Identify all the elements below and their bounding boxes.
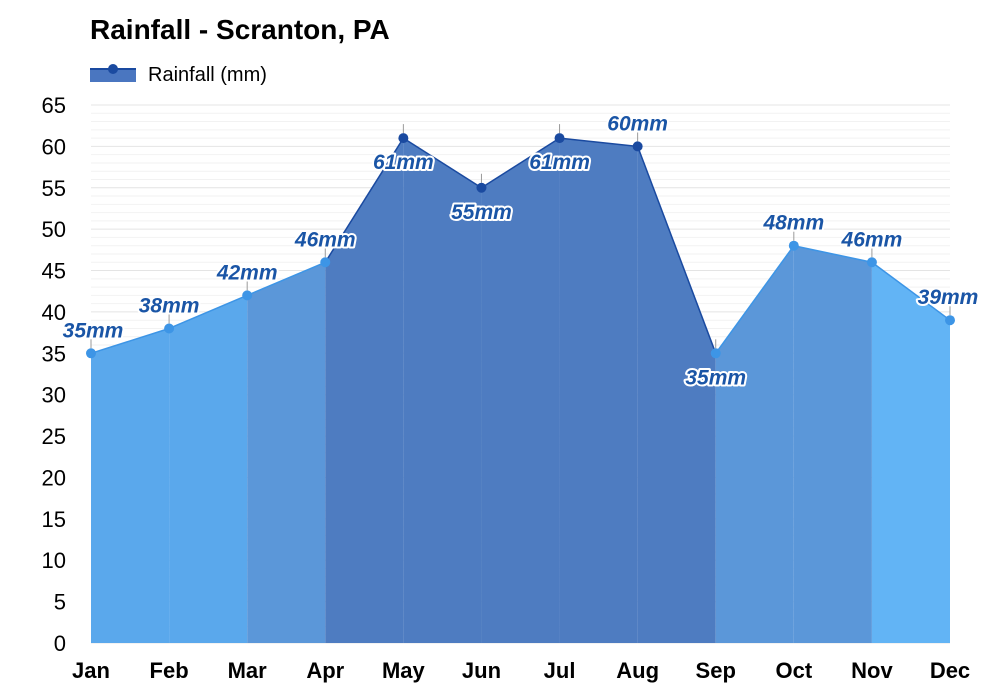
data-label: 46mm (294, 228, 356, 251)
line-segment (402, 137, 482, 189)
y-tick-label: 30 (42, 383, 66, 408)
y-tick-label: 20 (42, 465, 66, 490)
area-segment (169, 295, 248, 643)
data-label: 55mm (451, 201, 512, 224)
area-segment (559, 138, 638, 643)
line-segment (559, 137, 638, 148)
data-label: 61mm (529, 151, 590, 174)
data-label: 38mm (139, 294, 200, 317)
data-label: 39mm (918, 286, 979, 309)
y-tick-label: 35 (42, 341, 66, 366)
data-point (242, 290, 253, 301)
x-tick-label: Mar (228, 658, 268, 683)
area-segment (637, 146, 716, 643)
data-point (788, 240, 799, 251)
x-tick-label: Apr (306, 658, 344, 683)
x-tick-label: Oct (775, 658, 812, 683)
line-segment (871, 261, 951, 321)
data-point (945, 315, 955, 326)
y-tick-label: 50 (42, 217, 66, 242)
y-tick-label: 55 (42, 176, 66, 201)
data-label: 48mm (762, 212, 824, 235)
x-axis-ticks: Jan Feb Mar Apr May Jun Jul Aug Sep Oct Nov Dec (72, 658, 970, 683)
line-segment (324, 137, 404, 263)
y-tick-label: 15 (42, 507, 66, 532)
area-segment (247, 262, 326, 643)
data-label: 61mm (373, 151, 434, 174)
y-tick-label: 60 (42, 134, 66, 159)
legend-label: Rainfall (mm) (148, 63, 267, 86)
x-tick-label: Dec (930, 658, 970, 683)
y-tick-label: 45 (42, 259, 66, 284)
line-segment (168, 294, 248, 330)
line-segment (481, 137, 560, 189)
data-label: 46mm (841, 228, 903, 251)
data-label: 35mm (685, 366, 746, 389)
line-segment (246, 261, 326, 297)
series-line (90, 137, 951, 355)
x-tick-label: Jan (72, 658, 110, 683)
line-segment (90, 327, 170, 355)
area-segment (403, 138, 482, 643)
y-axis-ticks: 0 5 10 15 20 25 30 35 40 45 50 55 60 65 (42, 93, 66, 656)
y-tick-label: 25 (42, 424, 66, 449)
data-point (866, 257, 877, 268)
y-tick-label: 0 (54, 631, 66, 656)
x-tick-label: Aug (616, 658, 659, 683)
data-point (320, 257, 331, 268)
area-segments (91, 138, 950, 643)
y-tick-label: 5 (54, 590, 66, 615)
x-tick-label: Jul (544, 658, 576, 683)
data-point (398, 133, 409, 144)
data-point (86, 348, 96, 359)
data-point (164, 323, 175, 334)
line-segment (715, 245, 795, 354)
legend-swatch-icon (90, 64, 136, 82)
y-tick-label: 10 (42, 548, 66, 573)
y-tick-label: 40 (42, 300, 66, 325)
area-segment (871, 262, 950, 643)
x-tick-label: Sep (696, 658, 736, 683)
data-point (632, 141, 643, 152)
x-tick-label: May (382, 658, 426, 683)
area-segment (715, 245, 794, 643)
x-tick-label: Jun (462, 658, 501, 683)
data-point (710, 348, 721, 359)
line-segment (793, 244, 873, 263)
y-tick-label: 65 (42, 93, 66, 118)
area-segment (325, 138, 404, 643)
legend: Rainfall (mm) (90, 62, 267, 88)
data-label: 35mm (63, 319, 124, 342)
data-labels: 35mm 38mm 42mm 46mm 61mm 55mm 61mm 60mm 35mm 48mm… (61, 110, 981, 391)
x-tick-label: Feb (150, 658, 189, 683)
area-segment (793, 245, 872, 643)
data-point (554, 133, 565, 144)
area-segment (91, 328, 170, 643)
x-tick-label: Nov (851, 658, 893, 683)
area-segment (481, 138, 560, 643)
data-label: 42mm (216, 261, 278, 284)
data-point (476, 182, 487, 193)
line-segment (636, 146, 717, 354)
data-points (86, 124, 955, 359)
data-label: 60mm (607, 112, 668, 135)
chart-title: Rainfall - Scranton, PA (90, 14, 390, 45)
